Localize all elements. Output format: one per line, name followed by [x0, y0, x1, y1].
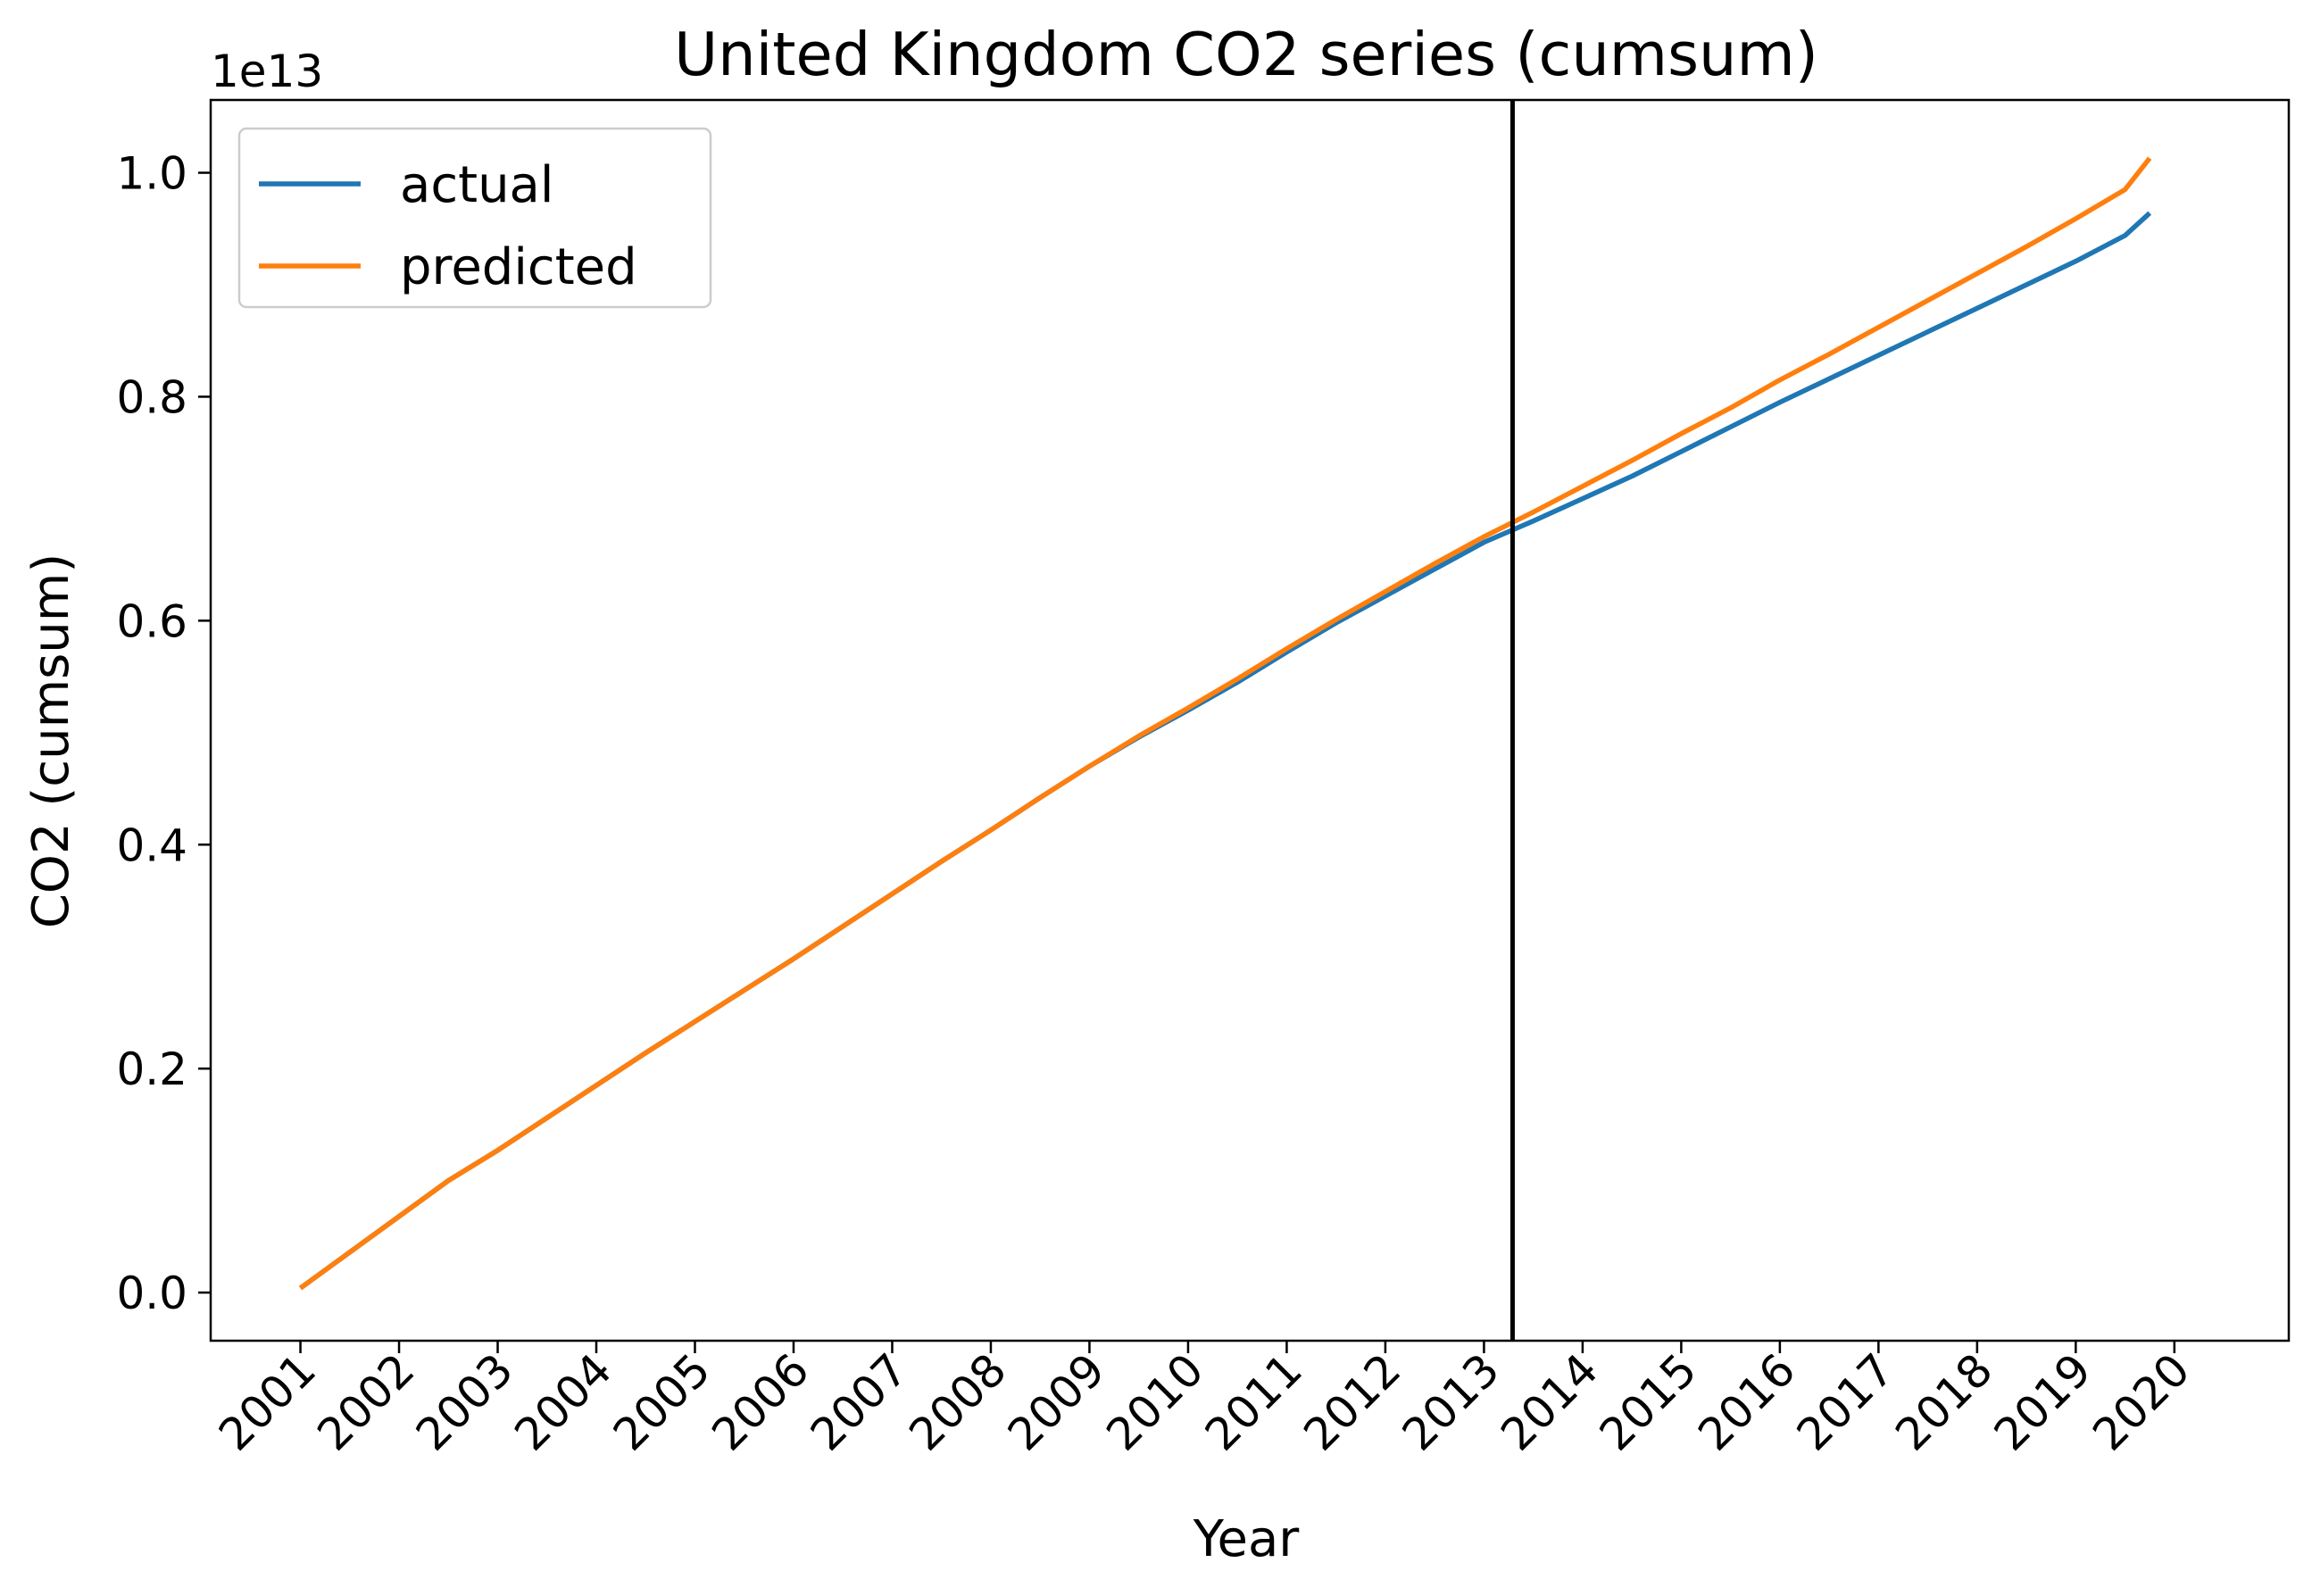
x-tick-label: 2003: [406, 1343, 523, 1460]
x-axis-label: Year: [1193, 1510, 1301, 1568]
x-tick-label: 2014: [1491, 1343, 1608, 1460]
x-tick-label: 2004: [505, 1343, 622, 1460]
chart-title: United Kingdom CO2 series (cumsum): [674, 20, 1818, 89]
x-tick-label: 2005: [603, 1343, 720, 1460]
y-offset-text: 1e13: [211, 46, 323, 97]
x-tick-label: 2020: [2083, 1343, 2200, 1460]
y-axis: 0.0 0.2 0.4 0.6 0.8 1.0: [116, 148, 211, 1319]
y-axis-label: CO2 (cumsum): [22, 553, 80, 928]
x-tick-label: 2010: [1096, 1343, 1213, 1460]
legend-label-predicted: predicted: [400, 238, 637, 296]
x-tick-label: 2007: [801, 1343, 918, 1460]
x-tick-label: 2015: [1590, 1343, 1707, 1460]
x-tick-label: 2012: [1293, 1343, 1410, 1460]
x-tick-label: 2011: [1195, 1343, 1312, 1460]
legend: actual predicted: [237, 127, 712, 309]
x-tick-label: 2013: [1393, 1343, 1509, 1460]
plot-area: [209, 98, 2291, 1342]
y-tick-label: 0.8: [116, 371, 187, 423]
legend-box: [237, 127, 712, 309]
x-axis: 2001200220032004200520062007200820092010…: [209, 1341, 2200, 1460]
y-tick-label: 1.0: [116, 148, 187, 200]
x-tick-label: 2019: [1984, 1343, 2101, 1460]
x-tick-label: 2018: [1885, 1343, 2002, 1460]
legend-label-actual: actual: [400, 156, 553, 214]
x-tick-label: 2017: [1787, 1343, 1904, 1460]
axes-frame: [209, 98, 2291, 1342]
y-tick-label: 0.0: [116, 1268, 187, 1319]
y-tick-label: 0.4: [116, 819, 187, 871]
x-tick-label: 2008: [899, 1343, 1016, 1460]
x-tick-label: 2016: [1688, 1343, 1805, 1460]
x-tick-label: 2001: [209, 1343, 326, 1460]
x-tick-label: 2002: [308, 1343, 425, 1460]
y-tick-label: 0.6: [116, 595, 187, 647]
x-tick-label: 2009: [998, 1343, 1115, 1460]
series-line-actual: [298, 211, 2152, 1291]
x-tick-label: 2006: [702, 1343, 819, 1460]
y-tick-label: 0.2: [116, 1043, 187, 1095]
series-line-predicted: [298, 156, 2152, 1291]
